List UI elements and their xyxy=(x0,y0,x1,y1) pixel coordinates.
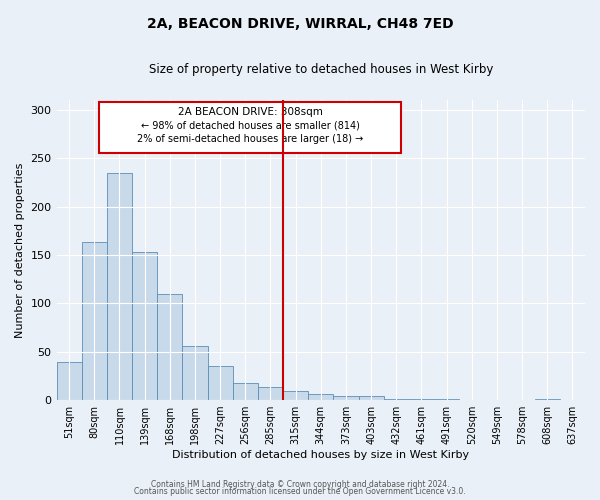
Bar xyxy=(258,386,283,400)
Bar xyxy=(383,399,409,400)
Y-axis label: Number of detached properties: Number of detached properties xyxy=(15,162,25,338)
Bar xyxy=(182,346,208,400)
Bar xyxy=(434,399,459,400)
Text: 2% of semi-detached houses are larger (18) →: 2% of semi-detached houses are larger (1… xyxy=(137,134,364,144)
Text: Contains public sector information licensed under the Open Government Licence v3: Contains public sector information licen… xyxy=(134,487,466,496)
Bar xyxy=(308,394,334,400)
Bar xyxy=(208,366,233,400)
Bar xyxy=(157,294,182,400)
Title: Size of property relative to detached houses in West Kirby: Size of property relative to detached ho… xyxy=(149,62,493,76)
Bar xyxy=(233,382,258,400)
Bar xyxy=(334,396,359,400)
FancyBboxPatch shape xyxy=(100,102,401,154)
Text: Contains HM Land Registry data © Crown copyright and database right 2024.: Contains HM Land Registry data © Crown c… xyxy=(151,480,449,489)
Bar xyxy=(56,362,82,400)
Bar xyxy=(535,399,560,400)
X-axis label: Distribution of detached houses by size in West Kirby: Distribution of detached houses by size … xyxy=(172,450,469,460)
Bar xyxy=(409,399,434,400)
Bar xyxy=(283,392,308,400)
Bar xyxy=(107,173,132,400)
Bar xyxy=(132,252,157,400)
Bar xyxy=(82,242,107,400)
Bar xyxy=(359,396,383,400)
Text: 2A BEACON DRIVE: 308sqm: 2A BEACON DRIVE: 308sqm xyxy=(178,108,323,118)
Text: ← 98% of detached houses are smaller (814): ← 98% of detached houses are smaller (81… xyxy=(141,121,360,131)
Text: 2A, BEACON DRIVE, WIRRAL, CH48 7ED: 2A, BEACON DRIVE, WIRRAL, CH48 7ED xyxy=(146,18,454,32)
